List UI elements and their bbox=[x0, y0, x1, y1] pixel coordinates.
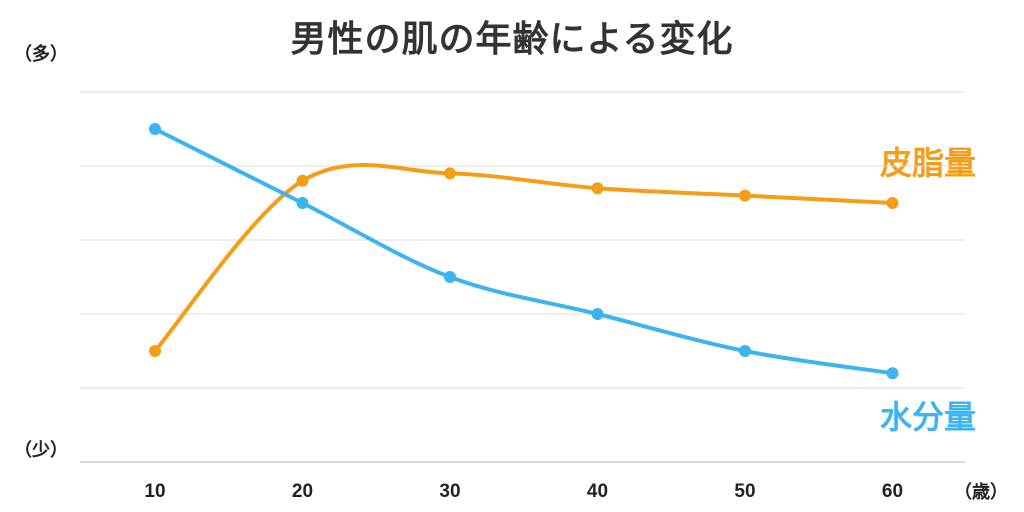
series-label-water: 水分量 bbox=[880, 398, 977, 436]
series-line-1 bbox=[153, 127, 895, 376]
x-tick-label: 40 bbox=[587, 481, 608, 502]
x-tick-label: 20 bbox=[292, 481, 313, 502]
x-tick-label: 60 bbox=[882, 481, 903, 502]
data-point bbox=[591, 308, 604, 320]
data-point bbox=[886, 197, 899, 209]
data-point bbox=[149, 345, 161, 357]
data-point bbox=[149, 123, 161, 135]
y-axis-high-label: （多） bbox=[14, 44, 68, 65]
data-point bbox=[739, 345, 751, 357]
data-point bbox=[739, 189, 751, 202]
x-tick-label: 10 bbox=[144, 481, 165, 502]
data-point bbox=[296, 197, 309, 209]
data-point bbox=[296, 174, 309, 187]
x-tick-label: 30 bbox=[439, 481, 460, 502]
series-line-0 bbox=[153, 163, 895, 353]
x-axis-unit-label: （歳） bbox=[954, 482, 1008, 503]
data-point bbox=[444, 271, 456, 283]
data-point bbox=[886, 367, 899, 380]
x-tick-label: 50 bbox=[734, 481, 755, 502]
data-point bbox=[591, 182, 604, 195]
chart-title: 男性の肌の年齢による変化 bbox=[290, 19, 734, 60]
series-label-sebum: 皮脂量 bbox=[880, 144, 977, 182]
y-axis-low-label: （少） bbox=[14, 440, 68, 461]
data-point bbox=[444, 167, 456, 180]
